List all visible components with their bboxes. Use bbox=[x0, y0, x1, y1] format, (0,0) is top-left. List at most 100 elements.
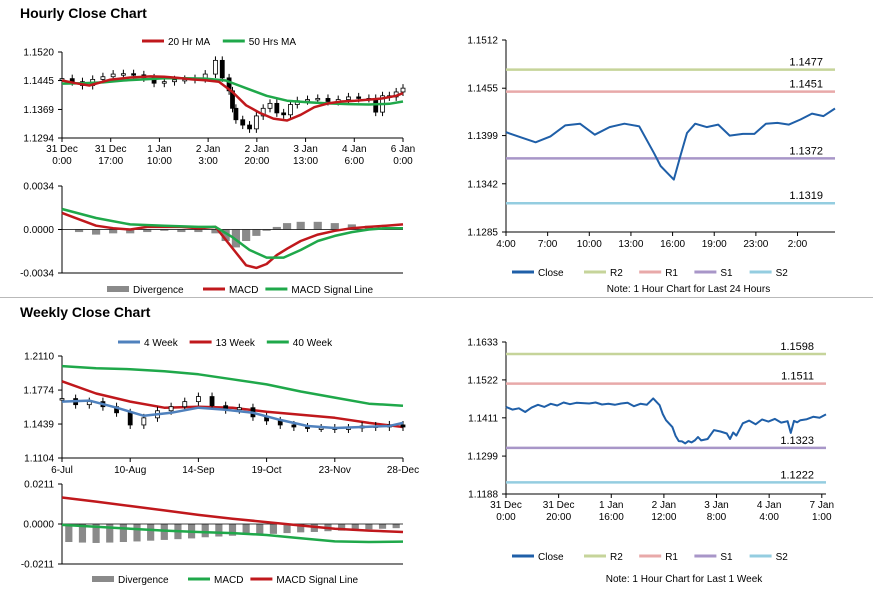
divergence-bar bbox=[92, 524, 100, 543]
y-tick-label: 1.1369 bbox=[23, 105, 54, 116]
divergence-bar bbox=[272, 226, 281, 230]
x-tick-label: 20:00 bbox=[244, 156, 269, 167]
divergence-bar bbox=[330, 223, 339, 230]
y-tick-label: 1.1439 bbox=[23, 420, 54, 431]
hourly-candle-body bbox=[100, 76, 106, 80]
legend-label: Close bbox=[538, 268, 564, 279]
y-tick-label: 1.1633 bbox=[467, 338, 498, 349]
x-tick-label: 2 Jan bbox=[196, 144, 220, 155]
hourly-candle-body bbox=[274, 102, 280, 114]
hourly-candle-body bbox=[288, 104, 293, 116]
x-tick-label: 2:00 bbox=[788, 239, 808, 250]
divergence-bar bbox=[126, 229, 135, 234]
divergence-bar bbox=[351, 524, 359, 531]
x-tick-label: 16:00 bbox=[599, 512, 624, 523]
x-tick-label: 23-Nov bbox=[319, 465, 351, 476]
divergence-bar bbox=[262, 229, 271, 231]
wk13-line bbox=[61, 380, 404, 429]
divergence-bar bbox=[143, 229, 152, 233]
chart-note: Note: 1 Hour Chart for Last 24 Hours bbox=[607, 284, 770, 295]
r1-level-label: 1.1511 bbox=[781, 371, 814, 383]
legend-label: Divergence bbox=[118, 575, 169, 586]
weekly-candle-body bbox=[141, 417, 147, 426]
x-tick-label: 10:00 bbox=[577, 239, 602, 250]
divergence-bar bbox=[252, 229, 261, 236]
legend-label: R2 bbox=[610, 268, 623, 279]
y-tick-label: 1.1342 bbox=[467, 179, 498, 190]
y-tick-label: -0.0034 bbox=[20, 269, 54, 280]
legend-label: 50 Hrs MA bbox=[249, 37, 297, 48]
macd-line bbox=[61, 211, 404, 270]
legend-label: R1 bbox=[665, 552, 678, 563]
y-tick-label: 0.0034 bbox=[23, 182, 54, 193]
legend-label: MACD bbox=[229, 285, 258, 296]
hourly-candle-body bbox=[120, 73, 126, 76]
y-tick-label: 1.1285 bbox=[467, 228, 498, 239]
divergence-bar bbox=[65, 524, 73, 543]
x-tick-label: 7 Jan bbox=[810, 500, 834, 511]
divergence-bar bbox=[160, 229, 169, 231]
hourly-candle-body bbox=[267, 102, 273, 109]
wk4-line bbox=[61, 399, 404, 430]
divergence-bar bbox=[313, 221, 322, 230]
ma50-line bbox=[61, 77, 404, 106]
ma20-line bbox=[61, 75, 404, 122]
divergence-bar bbox=[177, 229, 186, 233]
x-tick-label: 10:00 bbox=[147, 156, 172, 167]
divergence-bar bbox=[296, 221, 305, 230]
divergence-bar bbox=[365, 524, 373, 530]
weekly-section-title: Weekly Close Chart bbox=[20, 304, 151, 320]
divergence-bar bbox=[282, 223, 292, 230]
x-tick-label: 1 Jan bbox=[599, 500, 623, 511]
s1-level-label: 1.1372 bbox=[789, 145, 823, 157]
divergence-bar bbox=[228, 524, 237, 536]
wk40-line bbox=[61, 364, 404, 407]
x-tick-label: 4:00 bbox=[496, 239, 516, 250]
divergence-bar bbox=[92, 229, 101, 235]
hourly-candle-body bbox=[59, 78, 65, 81]
legend-label: S2 bbox=[776, 268, 789, 279]
x-tick-label: 16:00 bbox=[660, 239, 685, 250]
y-tick-label: 0.0211 bbox=[24, 480, 54, 491]
hourly-candle-body bbox=[233, 107, 239, 121]
legend-swatch bbox=[92, 576, 114, 582]
x-tick-label: 3:00 bbox=[198, 156, 218, 167]
x-tick-label: 8:00 bbox=[707, 512, 727, 523]
hourly-section-title: Hourly Close Chart bbox=[20, 5, 147, 21]
weekly-levels-chart: 1.1633 1.1522 1.1411 1.1299 1.1188 1.1598 1.15… bbox=[467, 338, 834, 586]
hourly-macd-chart: 0.0034 0.0000 -0.0034 Divergence MACD MACD Si… bbox=[20, 182, 404, 296]
legend-label: MACD bbox=[214, 575, 243, 586]
divergence-bar bbox=[147, 524, 155, 541]
hourly-candle-body bbox=[305, 99, 310, 102]
weekly-price-chart: 4 Week 13 Week 40 Week 1.2110 1.1774 1.1439 1.… bbox=[23, 338, 419, 476]
x-tick-label: 13:00 bbox=[293, 156, 318, 167]
divergence-bar bbox=[392, 524, 400, 529]
legend-label: 4 Week bbox=[144, 338, 179, 349]
legend-label: 20 Hr MA bbox=[168, 37, 211, 48]
hourly-candle-body bbox=[219, 59, 225, 79]
x-tick-label: 31 Dec bbox=[46, 144, 78, 155]
x-tick-label: 0:00 bbox=[393, 156, 413, 167]
hourly-candle-body bbox=[325, 98, 331, 102]
x-tick-label: 23:00 bbox=[743, 239, 768, 250]
legend-label: 13 Week bbox=[216, 338, 256, 349]
y-tick-label: 0.0000 bbox=[23, 520, 54, 531]
legend-label: MACD Signal Line bbox=[276, 575, 358, 586]
x-tick-label: 4 Jan bbox=[757, 500, 781, 511]
x-tick-label: 6 Jan bbox=[391, 144, 415, 155]
x-tick-label: 0:00 bbox=[52, 156, 72, 167]
divergence-bar bbox=[160, 524, 168, 540]
x-tick-label: 19-Oct bbox=[252, 465, 282, 476]
hourly-candle-body bbox=[240, 119, 246, 126]
y-tick-label: 1.1774 bbox=[23, 386, 54, 397]
divergence-bar bbox=[242, 229, 251, 242]
chart-note: Note: 1 Hour Chart for Last 1 Week bbox=[606, 574, 764, 585]
weekly-candle-body bbox=[59, 398, 65, 401]
legend-label: S1 bbox=[720, 552, 733, 563]
x-tick-label: 3 Jan bbox=[704, 500, 728, 511]
x-tick-label: 6:00 bbox=[345, 156, 365, 167]
legend-label: Divergence bbox=[133, 285, 184, 296]
macd-signal-line-line bbox=[61, 496, 404, 534]
x-tick-label: 0:00 bbox=[496, 512, 516, 523]
y-tick-label: 1.1512 bbox=[467, 36, 498, 47]
